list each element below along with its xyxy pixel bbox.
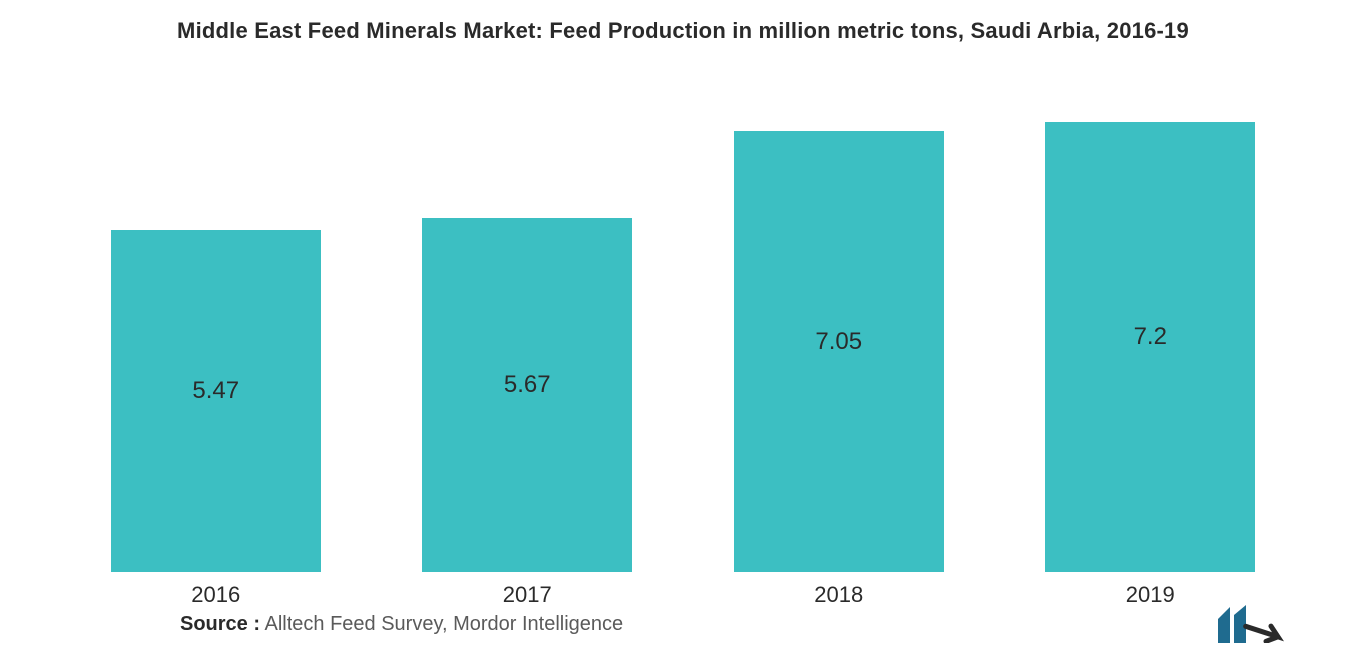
chart-plot-area: 5.47 5.67 7.05 7.2: [60, 72, 1306, 572]
bar-2018: 7.05: [734, 131, 944, 572]
chart-container: Middle East Feed Minerals Market: Feed P…: [0, 0, 1366, 655]
bar-value-label: 7.05: [815, 328, 862, 356]
bar-group-2019: 7.2: [995, 122, 1307, 572]
bar-group-2017: 5.67: [372, 218, 684, 572]
source-label: Source :: [180, 613, 260, 635]
source-attribution: Source : Alltech Feed Survey, Mordor Int…: [180, 613, 623, 636]
bar-value-label: 5.67: [504, 371, 551, 399]
bar-2016: 5.47: [111, 230, 321, 572]
chart-footer: Source : Alltech Feed Survey, Mordor Int…: [0, 605, 1366, 643]
bar-value-label: 5.47: [192, 377, 239, 405]
source-text: Alltech Feed Survey, Mordor Intelligence: [264, 613, 623, 635]
bar-2017: 5.67: [422, 218, 632, 572]
chart-title: Middle East Feed Minerals Market: Feed P…: [0, 18, 1366, 44]
bar-2019: 7.2: [1045, 122, 1255, 572]
bar-group-2018: 7.05: [683, 131, 995, 572]
mordor-logo-icon: [1216, 605, 1286, 643]
bar-group-2016: 5.47: [60, 230, 372, 572]
bar-value-label: 7.2: [1134, 323, 1167, 351]
